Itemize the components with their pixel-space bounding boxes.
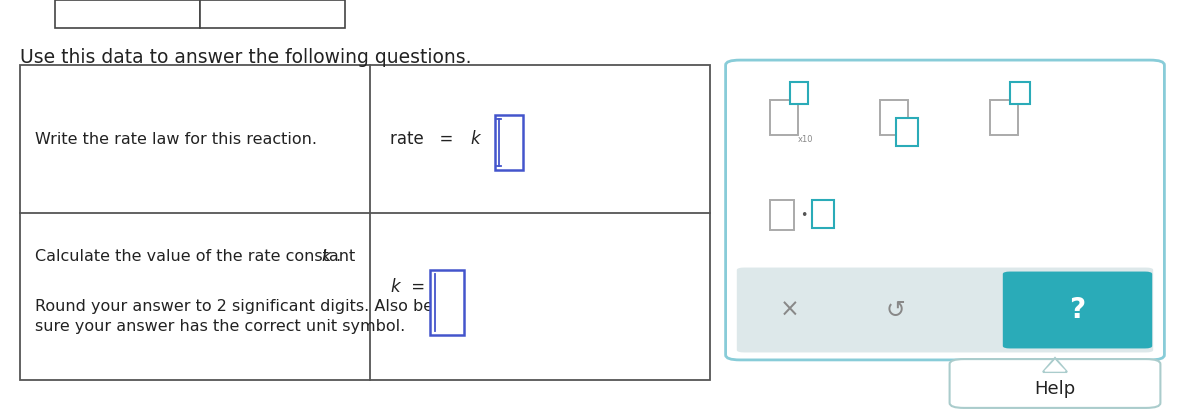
Text: =: = <box>406 277 425 295</box>
FancyBboxPatch shape <box>430 270 464 335</box>
FancyBboxPatch shape <box>880 100 908 135</box>
FancyBboxPatch shape <box>770 200 794 230</box>
FancyBboxPatch shape <box>949 359 1160 408</box>
Text: Calculate the value of the rate constant: Calculate the value of the rate constant <box>35 249 360 264</box>
FancyBboxPatch shape <box>1003 272 1152 348</box>
Text: •: • <box>800 209 808 222</box>
Polygon shape <box>1045 361 1066 371</box>
FancyBboxPatch shape <box>55 0 200 28</box>
Text: ↺: ↺ <box>886 298 905 322</box>
FancyBboxPatch shape <box>737 267 1153 353</box>
FancyBboxPatch shape <box>770 100 798 135</box>
FancyBboxPatch shape <box>1010 82 1030 104</box>
Text: ×: × <box>780 298 800 322</box>
FancyBboxPatch shape <box>496 115 523 170</box>
FancyBboxPatch shape <box>812 200 834 228</box>
Text: x10: x10 <box>798 135 814 144</box>
Text: Write the rate law for this reaction.: Write the rate law for this reaction. <box>35 132 317 146</box>
FancyBboxPatch shape <box>990 100 1018 135</box>
Text: ?: ? <box>1069 296 1086 324</box>
Polygon shape <box>1043 358 1067 372</box>
FancyBboxPatch shape <box>200 0 346 28</box>
Text: k: k <box>470 130 480 148</box>
FancyBboxPatch shape <box>790 82 808 104</box>
Text: Help: Help <box>1034 380 1075 398</box>
FancyBboxPatch shape <box>726 60 1164 360</box>
Text: Use this data to answer the following questions.: Use this data to answer the following qu… <box>20 48 472 67</box>
Text: Round your answer to 2 significant digits. Also be
sure your answer has the corr: Round your answer to 2 significant digit… <box>35 299 433 335</box>
Text: rate   =: rate = <box>390 130 458 148</box>
FancyBboxPatch shape <box>20 65 710 380</box>
Text: k: k <box>390 277 400 295</box>
Text: k: k <box>322 249 330 264</box>
FancyBboxPatch shape <box>896 118 918 146</box>
Text: .: . <box>335 249 340 264</box>
